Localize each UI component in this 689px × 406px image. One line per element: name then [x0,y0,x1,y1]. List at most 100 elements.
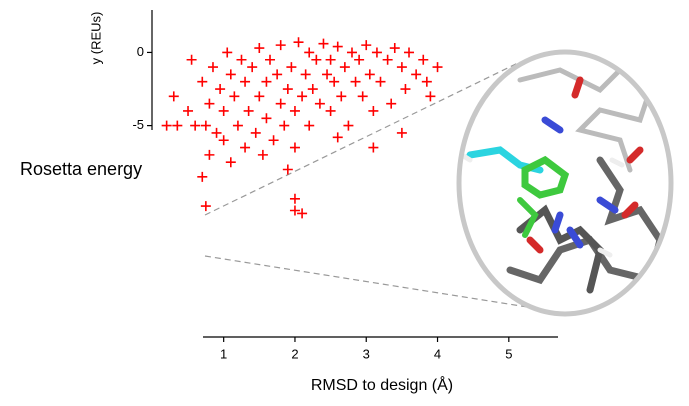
point [375,76,386,87]
point [350,76,361,87]
point [289,193,300,204]
x-tick-label: 2 [291,346,298,361]
point [411,69,422,80]
point [311,54,322,65]
point [343,120,354,131]
point [421,76,432,87]
point [357,91,368,102]
point [346,47,357,58]
x-tick-label: 5 [505,346,512,361]
point [222,47,233,58]
y-axis-label: y (REUs) [88,12,103,65]
point [289,205,300,216]
point [204,149,215,160]
point [332,132,343,143]
point [218,135,229,146]
point [289,105,300,116]
point [307,84,318,95]
point [425,91,436,102]
point [190,120,201,131]
point [254,91,265,102]
point [361,40,372,51]
point [314,98,325,109]
point [297,91,308,102]
point [183,105,194,116]
point [211,127,222,138]
point [289,142,300,153]
point [404,47,415,58]
point [336,91,347,102]
y-tick-label: 0 [137,44,144,59]
point [297,208,308,219]
point [257,149,268,160]
point [318,38,329,49]
point [396,127,407,138]
point [432,62,443,73]
point [293,37,304,48]
point [168,91,179,102]
point [229,91,240,102]
point [371,47,382,58]
point [204,98,215,109]
point [368,142,379,153]
point [250,127,261,138]
point [400,84,411,95]
connector-lines [204,61,579,316]
molecule [459,66,664,294]
point [396,62,407,73]
point [354,54,365,65]
point [225,69,236,80]
y-tick-label: -5 [132,117,144,132]
point [200,120,211,131]
point [275,40,286,51]
point [300,69,311,80]
x-tick-label: 1 [220,346,227,361]
point [161,120,172,131]
y-axis-title: Rosetta energy [20,159,142,179]
points [161,37,443,219]
point [172,120,183,131]
point [325,105,336,116]
point [240,76,251,87]
point [240,142,251,153]
x-tick-label: 4 [434,346,441,361]
point [243,105,254,116]
point [339,62,350,73]
point [364,69,375,80]
x-tick-label: 3 [363,346,370,361]
point [418,54,429,65]
zoom-line [204,255,579,316]
point [386,98,397,109]
point [197,171,208,182]
point [232,120,243,131]
point [236,54,247,65]
point [282,84,293,95]
point [329,76,340,87]
point [286,62,297,73]
point [382,54,393,65]
point [254,43,265,54]
point [368,105,379,116]
point [304,120,315,131]
point [389,43,400,54]
point [261,76,272,87]
point [225,157,236,168]
point [207,62,218,73]
point [218,105,229,116]
point [200,201,211,212]
inset-border [456,49,674,317]
point [282,164,293,175]
point [275,98,286,109]
molecule-inset [456,49,674,317]
point [332,41,343,52]
point [265,54,276,65]
point [215,84,226,95]
point [279,120,290,131]
point [247,62,258,73]
zoom-line [204,61,521,216]
point [268,135,279,146]
x-axis-label: RMSD to design (Å) [311,375,453,394]
point [272,69,283,80]
point [197,76,208,87]
